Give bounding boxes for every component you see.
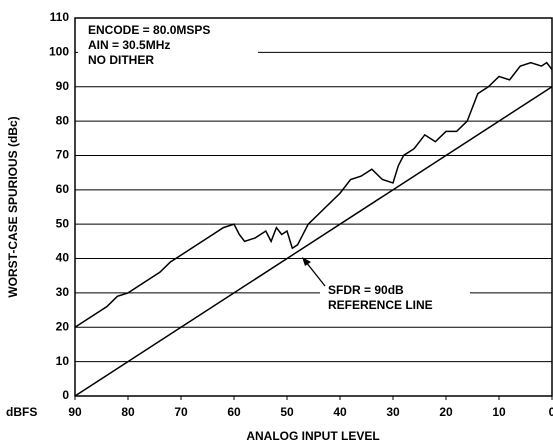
data-line [74,86,553,397]
data-line [74,61,553,328]
arrow-shaft [305,261,326,287]
annotation: NO DITHER [88,53,154,67]
x-axis-label: ANALOG INPUT LEVEL [246,429,379,443]
arrow-head [302,257,311,266]
y-axis-label: WORST-CASE SPURIOUS (dBc) [6,116,20,297]
x-unit-label: dBFS [6,405,37,419]
x-tick-label: 80 [121,405,135,419]
annotation-box [78,24,258,72]
y-tick-label: 100 [49,45,69,59]
y-tick-label: 50 [56,216,70,230]
y-tick-label: 20 [56,319,70,333]
x-tick-label: 30 [386,405,400,419]
y-tick-label: 10 [56,354,70,368]
x-tick-label: 60 [227,405,241,419]
y-tick-label: 30 [56,285,70,299]
y-tick-label: 110 [50,10,70,24]
x-tick-label: 0 [549,405,553,419]
annotation: REFERENCE LINE [328,298,433,312]
x-tick-label: 90 [68,405,82,419]
y-tick-label: 0 [62,388,69,402]
x-tick-label: 70 [174,405,188,419]
annotation: AIN = 30.5MHz [88,38,170,52]
x-tick-label: 50 [280,405,294,419]
annotation: ENCODE = 80.0MSPS [88,23,210,37]
y-tick-label: 90 [56,79,70,93]
x-tick-label: 20 [439,405,453,419]
y-tick-label: 40 [56,251,70,265]
annotation-box [320,283,470,315]
y-tick-label: 60 [56,182,70,196]
y-tick-label: 80 [56,113,70,127]
y-tick-label: 70 [56,148,70,162]
plot-frame [74,17,553,397]
x-tick-label: 10 [492,405,506,419]
annotation: SFDR = 90dB [328,283,404,297]
x-tick-label: 40 [333,405,347,419]
